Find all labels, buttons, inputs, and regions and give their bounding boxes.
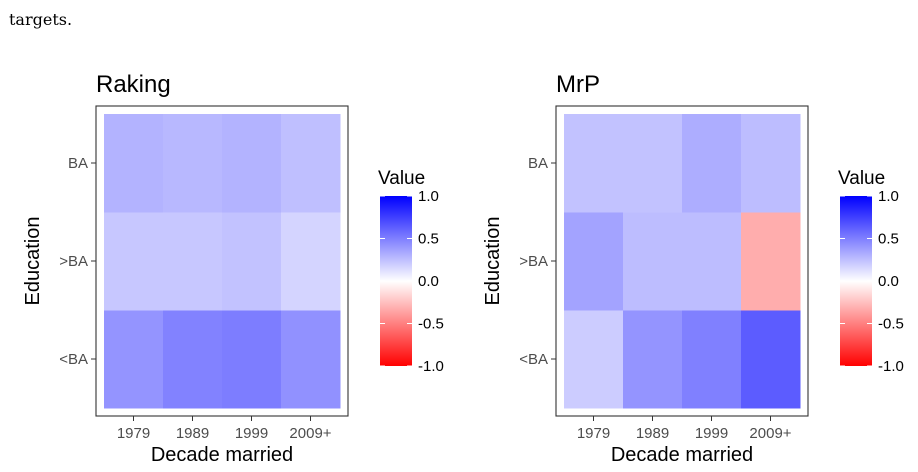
y-tick-label: BA — [528, 155, 548, 172]
heatmap-cell — [682, 114, 742, 213]
legend-colorbar — [840, 196, 872, 366]
legend-tick-label: -1.0 — [878, 358, 904, 375]
legend-tick-label: -0.5 — [878, 316, 904, 333]
heatmap-cell — [564, 114, 624, 213]
heatmap-cell — [564, 310, 624, 409]
legend-tick-label: -0.5 — [418, 316, 444, 333]
y-axis-label: Education — [22, 217, 44, 306]
legend-tick-label: 1.0 — [418, 188, 439, 205]
legend-tick-label: 0.0 — [418, 273, 439, 290]
legend-tick-label: 0.5 — [418, 231, 439, 248]
legend-tick-label: 0.0 — [878, 273, 899, 290]
heatmap-cell — [222, 212, 282, 311]
heatmap-cell — [104, 310, 164, 409]
heatmap-cell — [163, 212, 223, 311]
x-tick-label: 2009+ — [749, 425, 791, 442]
heatmap-cell — [163, 310, 223, 409]
y-tick-label: >BA — [519, 253, 548, 270]
heatmap-cell — [682, 212, 742, 311]
x-tick-label: 1989 — [176, 425, 209, 442]
heatmap-cell — [222, 310, 282, 409]
panel-title: Raking — [96, 71, 171, 98]
y-tick-label: <BA — [59, 351, 88, 368]
heatmap-cell — [104, 212, 164, 311]
heatmap-cell — [281, 114, 341, 213]
x-tick-label: 1999 — [695, 425, 728, 442]
heatmap-cell — [222, 114, 282, 213]
heatmap-cell — [564, 212, 624, 311]
heatmap-cell — [623, 212, 683, 311]
legend-tick-label: 1.0 — [878, 188, 899, 205]
heatmap-cell — [281, 212, 341, 311]
x-tick-label: 1999 — [235, 425, 268, 442]
y-tick-label: >BA — [59, 253, 88, 270]
heatmap-cell — [281, 310, 341, 409]
heatmap-cell — [104, 114, 164, 213]
x-tick-label: 1979 — [117, 425, 150, 442]
heatmap-cell — [741, 310, 801, 409]
heatmap-cell — [623, 310, 683, 409]
x-tick-label: 1989 — [636, 425, 669, 442]
heatmap-cell — [163, 114, 223, 213]
heatmap-cell — [623, 114, 683, 213]
caption-fragment: targets. — [9, 10, 73, 29]
heatmap-cell — [741, 212, 801, 311]
legend-title: Value — [378, 168, 425, 189]
legend-colorbar — [380, 196, 412, 366]
legend-tick-label: -1.0 — [418, 358, 444, 375]
legend-tick-label: 0.5 — [878, 231, 899, 248]
x-axis-label: Decade married — [151, 444, 293, 466]
panel-title: MrP — [556, 71, 600, 98]
x-tick-label: 2009+ — [289, 425, 331, 442]
x-axis-label: Decade married — [611, 444, 753, 466]
y-axis-label: Education — [482, 217, 504, 306]
heatmap-cell — [682, 310, 742, 409]
heatmap-cell — [741, 114, 801, 213]
y-tick-label: <BA — [519, 351, 548, 368]
x-tick-label: 1979 — [577, 425, 610, 442]
y-tick-label: BA — [68, 155, 88, 172]
legend-title: Value — [838, 168, 885, 189]
